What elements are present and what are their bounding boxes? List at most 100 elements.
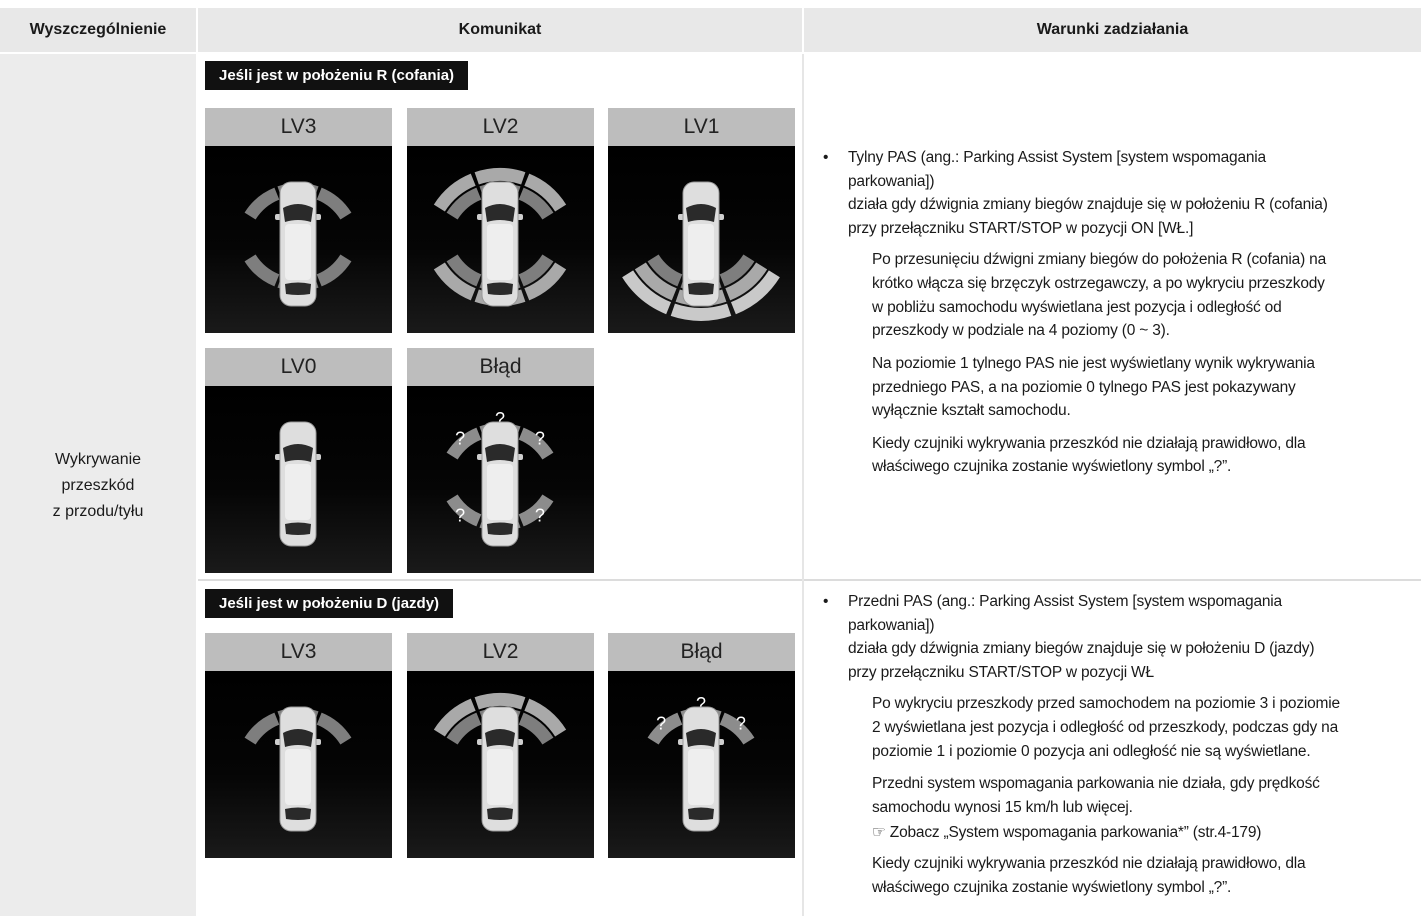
sensor-arc <box>719 712 755 745</box>
panel-image <box>205 386 392 573</box>
sensor-arc <box>446 712 482 745</box>
panel-image: ?????? <box>407 386 594 573</box>
sensor-arc <box>244 187 280 220</box>
row-label: przeszkód <box>61 477 135 494</box>
sensor-arc <box>474 168 526 185</box>
condition-line: Po przesunięciu dźwigni zmiany biegów do… <box>872 251 1326 268</box>
car-roof <box>285 464 311 520</box>
condition-line: działa gdy dźwignia zmiany biegów znajdu… <box>848 196 1328 213</box>
sensor-arc <box>433 262 476 301</box>
condition-line: ☞ Zobacz „System wspomagania parkowania*… <box>872 823 1262 841</box>
condition-line: Kiedy czujniki wykrywania przeszkód nie … <box>872 854 1306 872</box>
error-symbol: ? <box>535 429 545 449</box>
car-rear-window <box>285 522 311 535</box>
sensor-arc <box>446 254 482 287</box>
car-rear-window <box>487 522 513 535</box>
condition-line: Przedni PAS (ang.: Parking Assist System… <box>848 593 1282 610</box>
sensor-arc <box>725 262 768 301</box>
sensor-arc <box>433 698 476 737</box>
header-cell: Warunki zadziałania <box>804 8 1421 52</box>
sensor-arc <box>524 173 567 212</box>
panel-title: LV2 <box>407 633 594 671</box>
car-windshield <box>485 444 515 462</box>
car-roof <box>487 464 513 520</box>
error-symbol: ? <box>696 694 706 714</box>
condition-line: poziomie 1 i poziomie 0 pozycja ani odle… <box>872 742 1311 760</box>
sensor-arc <box>474 693 526 710</box>
panel-title: Błąd <box>608 633 795 671</box>
panel-image <box>608 146 795 333</box>
car-windshield <box>686 729 716 747</box>
car-roof <box>285 749 311 805</box>
sensor-arc <box>524 262 567 301</box>
sensor-arc <box>316 254 352 287</box>
car-rear-window <box>487 282 513 295</box>
sensor-arc <box>670 303 732 321</box>
panel-title: LV0 <box>205 348 392 386</box>
car-rear-window <box>688 807 714 820</box>
condition-line: przy przełączniku START/STOP w pozycji W… <box>848 663 1154 681</box>
panel-title: LV3 <box>205 108 392 146</box>
car-roof <box>487 224 513 280</box>
condition-line: krótko włącza się brzęczyk ostrzegawczy,… <box>872 274 1325 292</box>
sensor-arc <box>518 427 554 460</box>
mode-label: Jeśli jest w położeniu D (jazdy) <box>205 589 454 618</box>
condition-line: samochodu wynosi 15 km/h lub więcej. <box>872 798 1133 816</box>
condition-line: właściwego czujnika zostanie wyświetlony… <box>872 458 1232 476</box>
panel-image <box>205 671 392 858</box>
sensor-arc <box>446 494 482 527</box>
car-roof <box>688 749 714 805</box>
sensor-arc <box>316 187 352 220</box>
panel-image <box>407 671 594 858</box>
error-symbol: ? <box>736 714 746 734</box>
sensor-arc <box>244 254 280 287</box>
sensor-arc <box>518 712 554 745</box>
car-rear-window <box>487 807 513 820</box>
car-rear-window <box>285 282 311 295</box>
condition-line: Tylny PAS (ang.: Parking Assist System [… <box>848 149 1266 166</box>
sensor-arc <box>446 427 482 460</box>
condition-line: właściwego czujnika zostanie wyświetlony… <box>872 878 1232 896</box>
car-windshield <box>485 729 515 747</box>
error-symbol: ? <box>455 505 465 525</box>
condition-line: działa gdy dźwignia zmiany biegów znajdu… <box>848 640 1315 657</box>
label-column <box>0 54 196 916</box>
sensor-arc <box>518 187 554 220</box>
condition-line: Kiedy czujniki wykrywania przeszkód nie … <box>872 434 1306 452</box>
sensor-arc <box>518 254 554 287</box>
condition-line: przy przełączniku START/STOP w pozycji O… <box>848 219 1194 237</box>
sensor-arc <box>719 254 755 287</box>
panel-title: LV2 <box>407 108 594 146</box>
condition-line: przeszkody w podziale na 4 poziomy (0 ~ … <box>872 322 1170 340</box>
sensor-arc <box>730 270 780 315</box>
panel-image <box>407 146 594 333</box>
row-divider <box>198 579 1421 581</box>
car-roof <box>285 224 311 280</box>
panel-image <box>205 146 392 333</box>
condition-line: parkowania]) <box>848 172 935 190</box>
mode-label: Jeśli jest w położeniu R (cofania) <box>205 61 469 90</box>
col-divider <box>802 54 804 916</box>
condition-line: Na poziomie 1 tylnego PAS nie jest wyświ… <box>872 354 1315 372</box>
sensor-arc <box>647 254 683 287</box>
condition-line: Przedni system wspomagania parkowania ni… <box>872 774 1320 792</box>
car-windshield <box>283 729 313 747</box>
sensor-arc <box>518 494 554 527</box>
bullet: • <box>823 149 829 166</box>
panel-image: ??? <box>608 671 795 858</box>
sensor-arc <box>316 712 352 745</box>
condition-line: wyłącznie kształt samochodu. <box>872 402 1071 420</box>
car-roof <box>688 224 714 280</box>
condition-line: Po wykryciu przeszkody przed samochodem … <box>872 695 1340 712</box>
condition-line: parkowania]) <box>848 616 935 634</box>
car-rear-window <box>285 807 311 820</box>
sensor-arc <box>647 712 683 745</box>
car-windshield <box>485 204 515 222</box>
sensor-arc <box>524 698 567 737</box>
sensor-arc <box>634 262 677 301</box>
header-cell: Wyszczególnienie <box>0 8 196 52</box>
car-windshield <box>283 204 313 222</box>
header-cell: Komunikat <box>198 8 802 52</box>
panel-title: Błąd <box>407 348 594 386</box>
